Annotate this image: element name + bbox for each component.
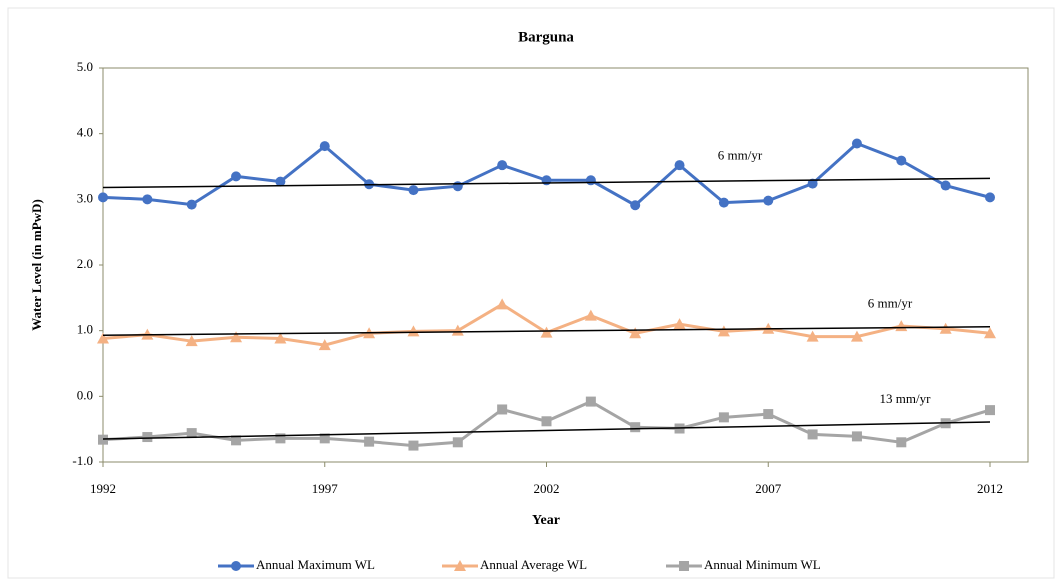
data-point [851,431,862,442]
data-point [630,422,641,433]
data-point [850,330,863,342]
trend-label: 6 mm/yr [868,296,913,311]
data-point [142,432,153,443]
data-point [896,155,907,166]
data-point [763,195,774,206]
data-point [408,185,419,196]
x-tick-label: 1992 [90,481,116,496]
trend-line [102,421,991,440]
data-point [717,325,730,337]
data-point [541,175,552,186]
y-tick-label: -1.0 [72,453,93,468]
chart-frame [7,7,1055,579]
y-tick-label: 4.0 [77,125,93,140]
y-tick-label: 0.0 [77,387,93,402]
data-point [186,199,197,210]
y-tick-label: 1.0 [77,322,93,337]
data-point [318,339,331,351]
data-point [540,326,553,338]
data-point [497,160,508,171]
trend-line [102,177,991,189]
data-point [142,194,153,205]
data-point [186,428,197,439]
data-point [185,335,198,347]
data-point [319,141,330,152]
trend-line [102,325,991,337]
legend-marker [679,561,689,571]
data-point [807,178,818,189]
legend-label: Annual Minimum WL [704,557,821,572]
data-point [408,440,419,451]
x-tick-label: 2012 [977,481,1003,496]
chart-title: Barguna [518,29,574,45]
data-point [585,396,596,407]
data-point [275,433,286,444]
legend-label: Annual Maximum WL [256,557,375,572]
data-point [230,331,243,343]
data-point [851,138,862,149]
trend-label: 6 mm/yr [718,147,763,162]
data-point [274,332,287,344]
data-point [275,176,286,187]
data-point [985,405,995,416]
legend-marker [231,561,241,571]
data-point [718,412,729,423]
data-point [807,429,818,440]
data-point [763,409,774,420]
y-tick-label: 2.0 [77,256,93,271]
data-point [496,298,509,310]
data-point [630,200,641,211]
y-tick-label: 3.0 [77,190,93,205]
data-point [451,324,464,336]
y-tick-label: 5.0 [77,59,93,74]
data-point [319,433,330,444]
x-tick-label: 1997 [312,481,339,496]
data-point [939,322,952,334]
data-point [674,160,685,171]
x-tick-label: 2007 [755,481,782,496]
data-point [98,434,108,445]
data-point [806,330,819,342]
data-point [97,332,109,344]
trend-label: 13 mm/yr [880,391,932,406]
data-point [985,192,995,203]
data-point [98,192,108,203]
data-point [407,325,420,337]
y-axis-label: Water Level (in mPwD) [29,199,44,331]
data-point [585,175,596,186]
data-point [497,404,508,415]
x-axis-label: Year [532,513,560,528]
data-point [231,171,242,182]
data-point [541,416,552,427]
x-tick-label: 2002 [534,481,560,496]
data-point [584,309,597,321]
legend-marker [454,560,466,571]
data-point [364,436,375,447]
data-point [629,327,642,339]
data-point [452,181,463,192]
data-point [231,435,242,446]
data-point [452,437,463,448]
data-point [718,197,729,208]
data-point [673,318,686,330]
data-point [984,327,996,339]
data-point [896,437,907,448]
data-point [940,180,951,191]
legend-label: Annual Average WL [480,557,587,572]
